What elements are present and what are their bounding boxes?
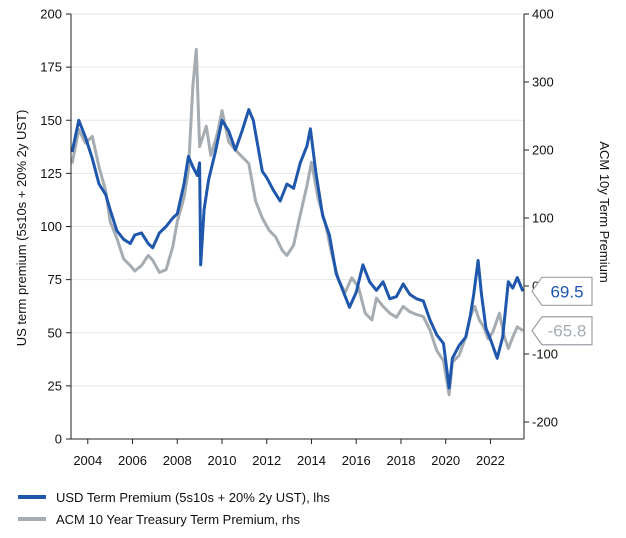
gridlines [71,13,524,387]
x-tick-label: 2004 [73,453,102,468]
x-tick-label: 2022 [476,453,505,468]
left-tick-label: 100 [40,219,62,234]
left-tick-label: 175 [40,60,62,75]
tick-labels: 0255075100125150175200-200-1000100200300… [40,7,558,469]
last-value-badge-acm [531,316,593,346]
right-tick-label: -100 [532,347,558,362]
legend-swatch-usd [18,495,46,499]
x-tick-label: 2014 [297,453,326,468]
left-tick-label: 75 [48,272,62,287]
x-tick-label: 2016 [342,453,371,468]
x-tick-label: 2018 [387,453,416,468]
x-tick-label: 2010 [208,453,237,468]
last-value-label-acm: -65.8 [548,322,587,341]
right-tick-label: -200 [532,415,558,430]
legend-swatch-acm [18,517,46,521]
left-axis-title: US term premium (5s10s + 20% 2y UST) [14,110,29,347]
left-tick-label: 125 [40,166,62,181]
x-tick-label: 2008 [163,453,192,468]
x-tick-label: 2020 [431,453,460,468]
left-tick-label: 200 [40,7,62,22]
legend-item-acm-term-premium: ACM 10 Year Treasury Term Premium, rhs [18,508,330,530]
legend-label-usd: USD Term Premium (5s10s + 20% 2y UST), l… [56,489,330,505]
axes [66,13,529,444]
last-value-label-usd: 69.5 [550,282,583,301]
legend-label-acm: ACM 10 Year Treasury Term Premium, rhs [56,511,300,527]
last-value-badges: 69.5 -65.8 [531,276,593,346]
right-axis-title: ACM 10y Term Premium [597,141,612,282]
series-line-usd-term-premium [70,108,525,390]
series-line-acm-term-premium [70,47,524,397]
left-tick-label: 50 [48,325,62,340]
left-tick-label: 150 [40,113,62,128]
last-value-badge-usd [531,276,593,306]
right-tick-label: 200 [532,143,554,158]
legend-item-usd-term-premium: USD Term Premium (5s10s + 20% 2y UST), l… [18,486,330,508]
left-tick-label: 25 [48,378,62,393]
series-lines [70,47,525,397]
right-tick-label: 400 [532,7,554,22]
legend: USD Term Premium (5s10s + 20% 2y UST), l… [18,486,330,530]
left-tick-label: 0 [55,432,62,447]
x-tick-label: 2012 [252,453,281,468]
right-tick-label: 100 [532,211,554,226]
right-tick-label: 300 [532,75,554,90]
x-tick-label: 2006 [118,453,147,468]
